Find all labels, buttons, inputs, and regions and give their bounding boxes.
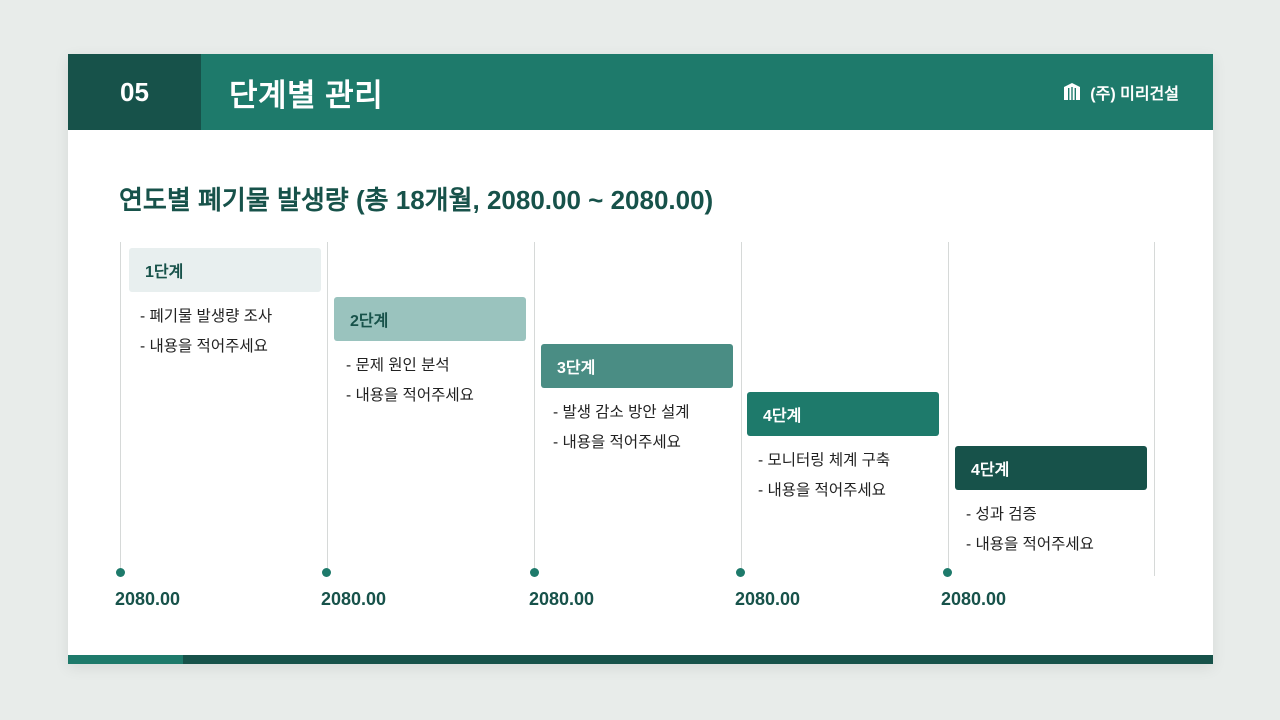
slide: 05 단계별 관리 (주) 미리건설 연도별 폐기물 발생량 (총 18개월, …	[68, 54, 1213, 664]
timeline-dot	[116, 568, 125, 577]
column-divider	[534, 242, 535, 576]
column-divider	[1154, 242, 1155, 576]
stage-bullets-4: - 모니터링 체계 구축 - 내용을 적어주세요	[758, 446, 890, 506]
stage-date: 2080.00	[321, 589, 387, 609]
stage-label: 4단계	[763, 408, 802, 425]
section-number: 05	[68, 54, 201, 130]
stage-date: 2080.00	[115, 589, 181, 609]
timeline-dot	[322, 568, 331, 577]
bullet-item: - 내용을 적어주세요	[553, 434, 681, 451]
bullet-item: - 폐기물 발생량 조사	[140, 308, 273, 325]
footer-accent	[68, 655, 183, 664]
bullet-item: - 성과 검증	[966, 506, 1037, 523]
stage-date: 2080.00	[529, 589, 595, 609]
timeline-dot	[530, 568, 539, 577]
stage-label: 3단계	[557, 360, 596, 377]
stage-label: 4단계	[971, 462, 1010, 479]
slide-header: 05 단계별 관리 (주) 미리건설	[68, 54, 1213, 130]
bullet-item: - 내용을 적어주세요	[966, 536, 1094, 553]
bullet-item: - 내용을 적어주세요	[346, 387, 474, 404]
stage-label: 1단계	[145, 264, 184, 281]
stage-timeline: 1단계 - 폐기물 발생량 조사 - 내용을 적어주세요 2080.00 2단계…	[68, 54, 1213, 664]
stage-card-4: 4단계	[747, 392, 939, 436]
bullet-item: - 발생 감소 방안 설계	[553, 404, 690, 421]
brand: (주) 미리건설	[1061, 54, 1179, 130]
stage-card-1: 1단계	[129, 248, 321, 292]
chart-subtitle: 연도별 폐기물 발생량 (총 18개월, 2080.00 ~ 2080.00)	[119, 185, 714, 215]
bullet-item: - 모니터링 체계 구축	[758, 452, 891, 469]
column-divider	[948, 242, 949, 576]
stage-bullets-5: - 성과 검증 - 내용을 적어주세요	[966, 500, 1094, 560]
column-divider	[327, 242, 328, 576]
stage-bullets-3: - 발생 감소 방안 설계 - 내용을 적어주세요	[553, 398, 689, 458]
column-divider	[120, 242, 121, 576]
stage-card-3: 3단계	[541, 344, 733, 388]
building-logo-icon	[1061, 81, 1083, 103]
stage-date: 2080.00	[735, 589, 801, 609]
bullet-item: - 내용을 적어주세요	[140, 338, 268, 355]
stage-label: 2단계	[350, 313, 389, 330]
stage-date: 2080.00	[941, 589, 1007, 609]
page-title: 단계별 관리	[229, 77, 384, 113]
column-divider	[741, 242, 742, 576]
stage-bullets-2: - 문제 원인 분석 - 내용을 적어주세요	[346, 351, 474, 411]
timeline-dot	[943, 568, 952, 577]
stage-card-5: 4단계	[955, 446, 1147, 490]
stage-card-2: 2단계	[334, 297, 526, 341]
bullet-item: - 문제 원인 분석	[346, 357, 450, 374]
brand-name: (주) 미리건설	[1090, 86, 1179, 103]
stage-bullets-1: - 폐기물 발생량 조사 - 내용을 적어주세요	[140, 302, 272, 362]
timeline-dot	[736, 568, 745, 577]
footer-bar	[68, 655, 1213, 664]
bullet-item: - 내용을 적어주세요	[758, 482, 886, 499]
